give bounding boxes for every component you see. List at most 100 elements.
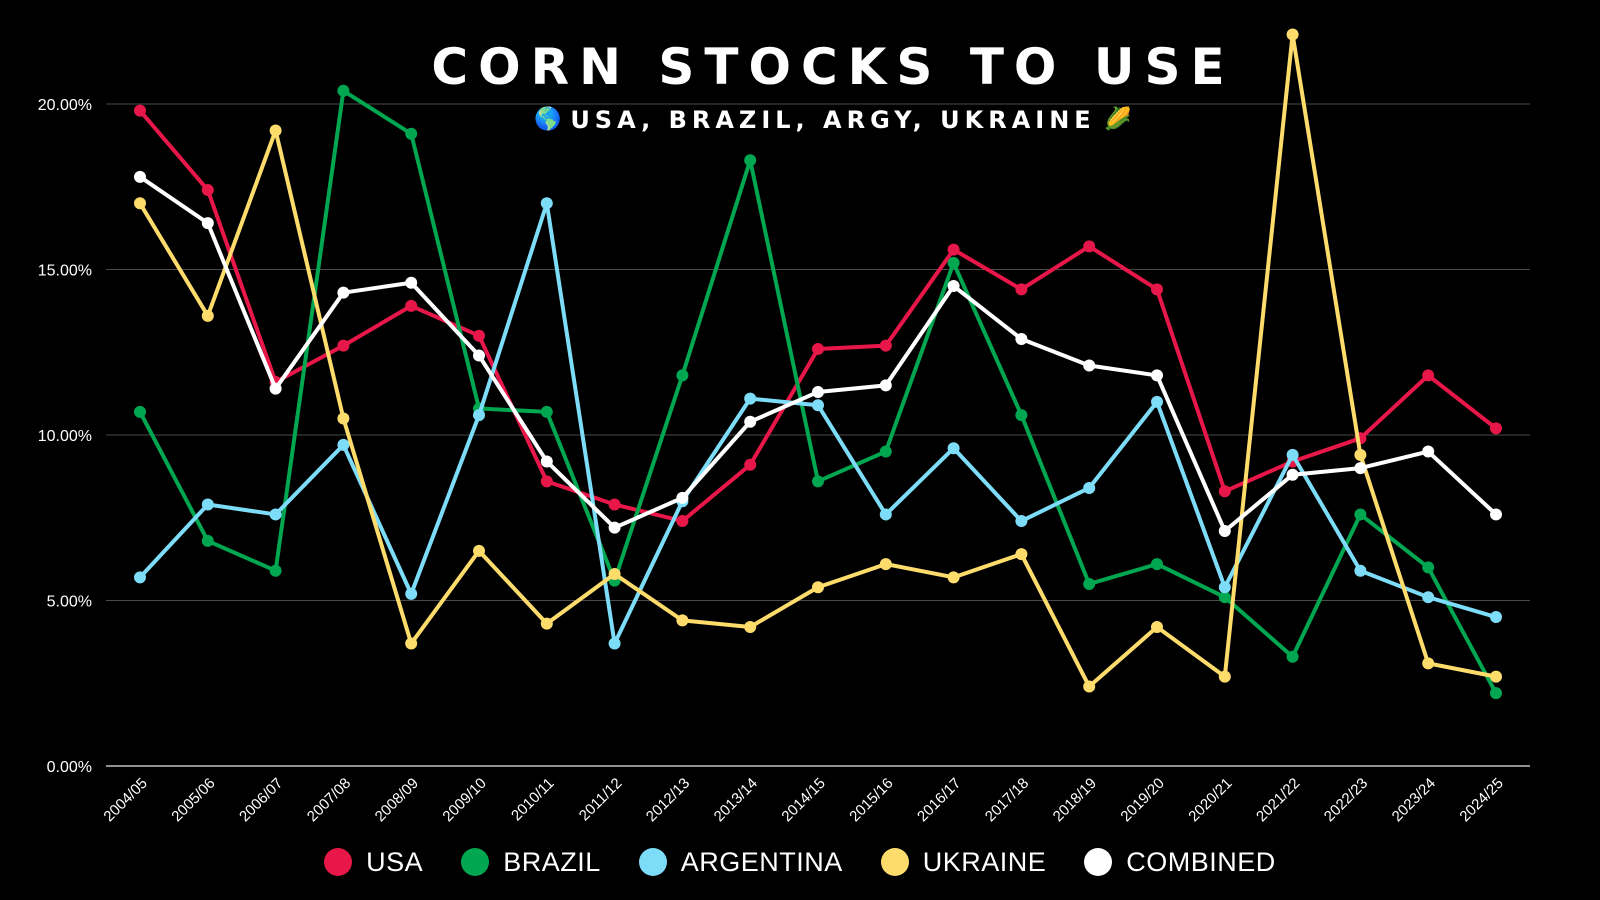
data-point-brazil xyxy=(1083,577,1096,590)
x-tick-label: 2020/21 xyxy=(1185,775,1235,825)
data-point-combined xyxy=(812,385,824,398)
data-point-ukraine xyxy=(1083,680,1096,693)
data-point-ukraine xyxy=(1354,448,1367,461)
data-point-brazil xyxy=(540,405,553,418)
data-point-combined xyxy=(201,217,214,230)
x-tick-label: 2022/23 xyxy=(1321,775,1371,825)
data-point-ukraine xyxy=(201,309,214,322)
data-point-ukraine xyxy=(744,620,757,633)
data-point-brazil xyxy=(812,475,824,488)
data-point-brazil xyxy=(269,564,282,577)
series-brazil xyxy=(134,84,1502,700)
x-axis: 2004/05 2005/06 2006/07 2007/08 2008/09 2009/… xyxy=(100,775,1506,825)
data-point-usa xyxy=(540,475,553,488)
data-point-ukraine xyxy=(540,617,553,630)
data-point-brazil xyxy=(947,256,960,269)
data-point-combined xyxy=(744,415,757,428)
data-point-combined xyxy=(1015,333,1028,346)
y-tick-label: 0.00% xyxy=(47,759,92,776)
data-point-combined xyxy=(1490,508,1502,521)
legend-swatch xyxy=(880,848,909,876)
data-point-ukraine xyxy=(1015,548,1028,561)
data-point-usa xyxy=(1422,369,1435,382)
legend-item-brazil: BRAZIL xyxy=(461,847,601,878)
legend-label: ARGENTINA xyxy=(680,846,843,877)
data-point-ukraine xyxy=(947,571,960,584)
data-point-argentina xyxy=(608,637,621,650)
data-point-brazil xyxy=(1422,561,1435,574)
data-point-argentina xyxy=(473,409,485,422)
data-point-combined xyxy=(405,276,418,289)
data-point-ukraine xyxy=(1490,670,1502,683)
data-point-ukraine xyxy=(879,558,892,571)
data-point-usa xyxy=(608,498,621,511)
data-point-combined xyxy=(1354,462,1367,475)
data-point-argentina xyxy=(1490,611,1502,624)
data-point-usa xyxy=(1151,283,1163,296)
data-point-brazil xyxy=(134,405,146,418)
data-point-ukraine xyxy=(405,637,418,650)
data-point-combined xyxy=(947,280,960,293)
subtitle-corn-icon: 🌽 xyxy=(1104,105,1131,131)
legend-swatch xyxy=(461,848,490,876)
x-tick-label: 2021/22 xyxy=(1253,775,1303,825)
data-point-ukraine xyxy=(337,412,350,425)
x-tick-label: 2004/05 xyxy=(100,775,150,825)
x-tick-label: 2008/09 xyxy=(372,775,422,825)
x-tick-label: 2011/12 xyxy=(576,775,626,825)
data-point-usa xyxy=(473,329,485,342)
data-point-argentina xyxy=(744,392,757,405)
data-point-argentina xyxy=(1151,395,1163,408)
data-point-argentina xyxy=(1286,448,1299,461)
data-point-argentina xyxy=(201,498,214,511)
y-axis: 0.00% 5.00% 10.00% 15.00% 20.00% xyxy=(38,97,92,776)
x-tick-label: 2018/19 xyxy=(1050,775,1100,825)
data-point-brazil xyxy=(1490,687,1502,700)
x-tick-label: 2024/25 xyxy=(1456,775,1506,825)
data-point-usa xyxy=(879,339,892,352)
data-point-argentina xyxy=(337,438,350,451)
x-tick-label: 2015/16 xyxy=(846,775,896,825)
data-point-brazil xyxy=(1286,650,1299,663)
data-point-usa xyxy=(201,184,214,197)
data-point-combined xyxy=(608,521,621,534)
data-point-ukraine xyxy=(1422,657,1435,670)
data-point-ukraine xyxy=(608,568,621,581)
data-point-usa xyxy=(405,299,418,312)
data-point-ukraine xyxy=(134,197,146,210)
data-point-ukraine xyxy=(1286,28,1299,41)
data-point-usa xyxy=(744,458,757,471)
data-point-ukraine xyxy=(473,544,485,557)
data-point-argentina xyxy=(540,197,553,210)
y-tick-label: 15.00% xyxy=(38,263,92,280)
legend-label: BRAZIL xyxy=(503,846,601,877)
grid xyxy=(106,103,1530,767)
data-point-brazil xyxy=(1015,409,1028,422)
data-point-argentina xyxy=(812,399,824,412)
legend-item-argentina: ARGENTINA xyxy=(638,846,843,878)
series-combined xyxy=(134,170,1502,537)
series-usa xyxy=(134,104,1502,528)
data-point-usa xyxy=(1490,422,1502,435)
data-point-ukraine xyxy=(269,124,282,137)
legend-item-combined: COMBINED xyxy=(1084,847,1276,878)
data-point-usa xyxy=(1083,240,1096,253)
legend-item-usa: USA xyxy=(324,847,423,878)
legend-label: COMBINED xyxy=(1126,846,1276,877)
data-point-argentina xyxy=(134,571,146,584)
legend-label: USA xyxy=(366,846,424,877)
data-point-brazil xyxy=(1354,508,1367,521)
legend-swatch xyxy=(638,848,667,876)
data-point-usa xyxy=(1218,485,1231,498)
data-point-argentina xyxy=(1354,564,1367,577)
data-point-combined xyxy=(1286,468,1299,481)
legend-swatch xyxy=(1084,848,1113,876)
data-point-usa xyxy=(812,342,824,355)
y-tick-label: 20.00% xyxy=(38,97,92,114)
data-point-combined xyxy=(1151,369,1163,382)
chart-title: CORN STOCKS TO USE xyxy=(431,38,1234,96)
x-tick-label: 2023/24 xyxy=(1389,775,1439,825)
x-tick-label: 2005/06 xyxy=(168,775,218,825)
data-point-combined xyxy=(676,491,689,504)
